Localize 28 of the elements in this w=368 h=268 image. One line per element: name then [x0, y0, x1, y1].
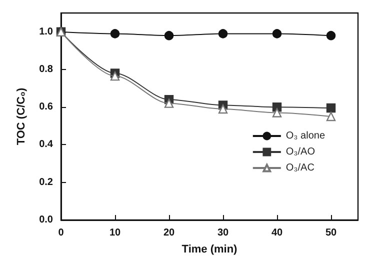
y-tick-label: 0.0 [39, 214, 54, 226]
point [218, 104, 228, 114]
x-tick-label: 10 [109, 228, 121, 238]
legend-label: O₃/AO [286, 146, 316, 158]
legend-label: O₃/AC [286, 162, 314, 174]
point [272, 108, 282, 118]
point [326, 112, 336, 122]
x-tick-label: 0 [58, 228, 64, 238]
y-tick-label: 1.0 [39, 26, 54, 38]
x-axis-title: Time (min) [182, 244, 238, 256]
y-tick-label: 0.6 [39, 102, 54, 113]
y-axis-title: TOC (C/C₀) [16, 88, 28, 146]
x-tick-label: 50 [325, 228, 337, 238]
point [326, 30, 336, 40]
y-tick-label: 0.8 [39, 64, 54, 75]
legend-label: O₃ alone [286, 130, 326, 142]
x-tick-label: 20 [163, 228, 175, 238]
x-tick-label: 30 [217, 228, 229, 238]
point [326, 103, 336, 113]
y-tick-label: 0.4 [39, 139, 54, 150]
point [218, 29, 228, 38]
point [110, 29, 120, 38]
y-tick-label: 0.2 [39, 176, 54, 188]
point [164, 98, 174, 108]
point [164, 30, 174, 40]
x-tick-label: 40 [271, 228, 283, 238]
point [110, 71, 120, 81]
point [272, 29, 282, 38]
